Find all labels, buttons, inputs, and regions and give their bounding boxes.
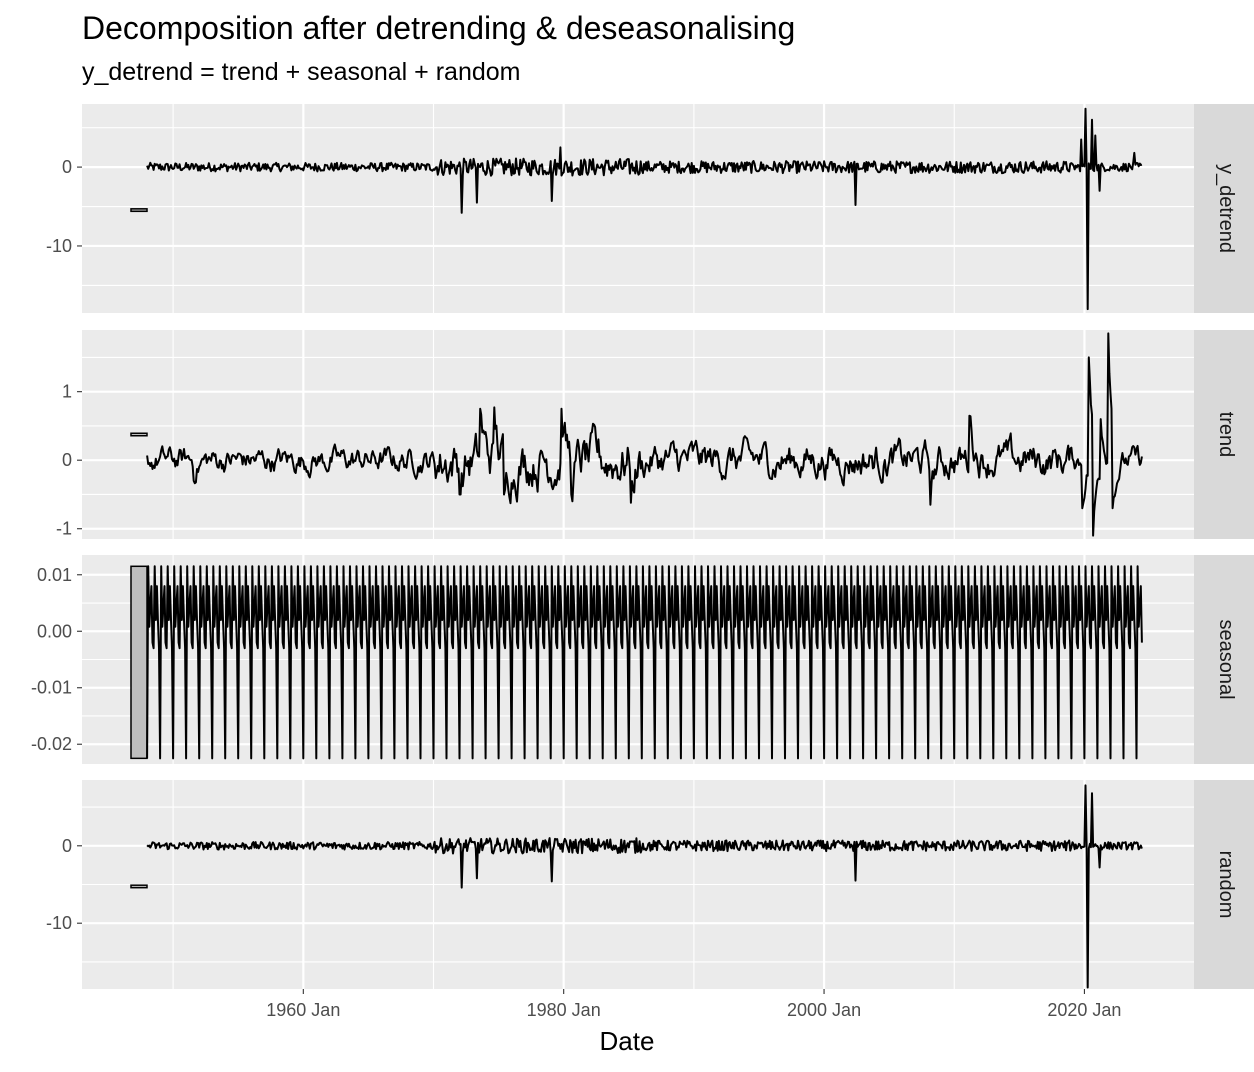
y-tick-label: 0 xyxy=(62,157,72,177)
y-tick-label: 1 xyxy=(62,382,72,402)
chart-title: Decomposition after detrending & deseaso… xyxy=(82,10,796,46)
panel-random: 0 -10 random xyxy=(46,780,1254,989)
panel-y_detrend: 0 -10 y_detrend xyxy=(46,104,1254,313)
chart-subtitle: y_detrend = trend + seasonal + random xyxy=(82,58,521,86)
panel-trend: 1 0 -1 trend xyxy=(56,330,1254,539)
series-line-seasonal xyxy=(146,565,1143,760)
y-tick-label: -1 xyxy=(56,519,72,539)
y-tick-label: -10 xyxy=(46,236,72,256)
panel-background xyxy=(82,330,1194,539)
strip-label-seasonal: seasonal xyxy=(1215,619,1237,699)
strip-background xyxy=(1194,555,1254,764)
x-axis-title: Date xyxy=(599,1026,655,1056)
x-tick-label: 2020 Jan xyxy=(1047,1000,1121,1020)
x-tick-label: 2000 Jan xyxy=(787,1000,861,1020)
strip-background xyxy=(1194,330,1254,539)
range-bar xyxy=(130,565,148,760)
strip-background xyxy=(1194,104,1254,313)
range-bar xyxy=(130,884,148,889)
y-tick-label: -10 xyxy=(46,913,72,933)
y-tick-label: -0.01 xyxy=(31,678,72,698)
y-tick-label: 0 xyxy=(62,450,72,470)
series-line-random xyxy=(146,784,1143,989)
range-bar xyxy=(130,208,148,213)
strip-label-y_detrend: y_detrend xyxy=(1215,164,1237,253)
y-tick-label: 0.00 xyxy=(37,621,72,641)
range-bar xyxy=(130,432,148,437)
x-tick-label: 1960 Jan xyxy=(266,1000,340,1020)
panel-seasonal: 0.01 0.00 -0.01 -0.02 seasonal xyxy=(31,555,1254,764)
y-tick-label: 0.01 xyxy=(37,565,72,585)
series-line-y_detrend xyxy=(146,107,1143,311)
panel-background xyxy=(82,104,1194,313)
y-tick-label: 0 xyxy=(62,836,72,856)
strip-label-trend: trend xyxy=(1215,412,1237,458)
strip-label-random: random xyxy=(1215,851,1237,919)
series-line-trend xyxy=(146,332,1143,537)
x-tick-label: 1980 Jan xyxy=(527,1000,601,1020)
strip-background xyxy=(1194,780,1254,989)
y-tick-label: -0.02 xyxy=(31,734,72,754)
